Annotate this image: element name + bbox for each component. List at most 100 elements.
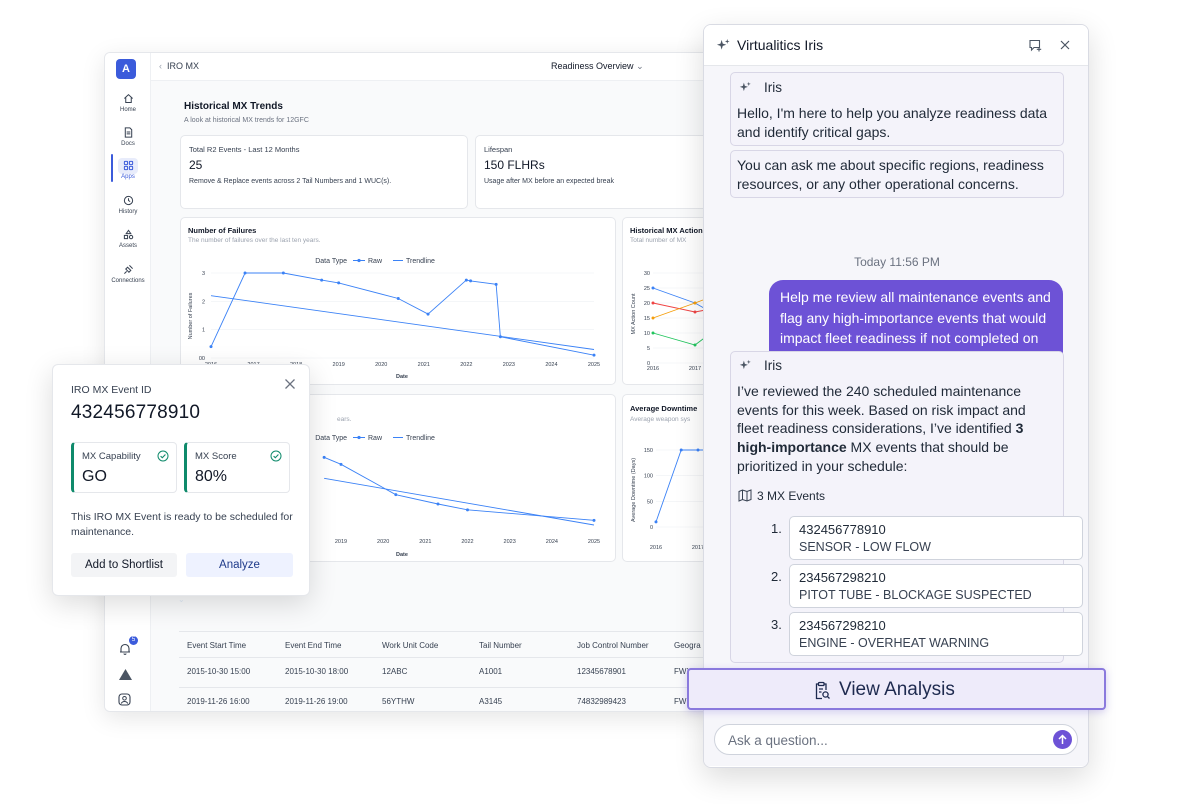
table-cell: 12ABC xyxy=(382,667,408,676)
chart-subtitle: Average weapon sys xyxy=(630,416,691,423)
message-timestamp: Today 11:56 PM xyxy=(854,255,940,269)
y-tick-label: 0 xyxy=(650,525,653,531)
sparkle-icon xyxy=(739,359,751,370)
view-analysis-button[interactable]: View Analysis xyxy=(687,668,1106,710)
mx-score-card: MX Score 80% xyxy=(184,442,290,493)
nav-history[interactable]: History xyxy=(105,193,151,215)
reply-emphasis: 3 high-importance xyxy=(737,420,1024,456)
column-header[interactable]: Event End Time xyxy=(285,641,342,650)
arrow-up-icon xyxy=(1058,734,1067,744)
nav-connections[interactable]: Connections xyxy=(105,262,151,284)
ask-input[interactable] xyxy=(728,731,1028,749)
y-tick-label: 00 xyxy=(199,356,205,362)
y-tick-label: 30 xyxy=(644,271,650,277)
popover-caret-icon: ⌄ xyxy=(178,595,185,604)
nav-home[interactable]: Home xyxy=(105,91,151,113)
alerts-button[interactable] xyxy=(118,668,133,686)
app-logo[interactable]: A xyxy=(116,59,136,79)
profile-button[interactable] xyxy=(118,693,131,711)
chart-subtitle-tail: ears. xyxy=(337,416,352,423)
section-title: Historical MX Trends xyxy=(184,101,283,112)
data-point xyxy=(281,271,285,275)
table-cell: A1001 xyxy=(479,667,503,676)
breadcrumb[interactable]: ‹ IRO MX xyxy=(159,61,199,71)
nav-apps[interactable]: Apps xyxy=(105,158,151,180)
chart-title: Historical MX Action xyxy=(630,226,703,235)
column-header[interactable]: Geogra xyxy=(674,641,701,650)
breadcrumb-label: IRO MX xyxy=(167,61,200,71)
trendline xyxy=(210,295,595,350)
x-tick-label: 2017 xyxy=(689,366,701,372)
bot-message: Iris Hello, I'm here to help you analyze… xyxy=(730,72,1064,146)
nav-assets-label: Assets xyxy=(118,243,137,249)
nav-home-label: Home xyxy=(119,107,136,113)
view-analysis-label: View Analysis xyxy=(839,679,955,700)
chevron-left-icon: ‹ xyxy=(159,61,162,71)
y-tick-label: 0 xyxy=(647,361,650,367)
x-tick-label: 2024 xyxy=(545,362,557,368)
x-tick-label: 2024 xyxy=(546,539,558,545)
event-card[interactable]: 234567298210 PITOT TUBE - BLOCKAGE SUSPE… xyxy=(789,564,1083,608)
nav-active-indicator xyxy=(111,154,113,182)
iris-title: Virtualitics Iris xyxy=(737,37,824,53)
data-point xyxy=(679,448,683,452)
column-header[interactable]: Event Start Time xyxy=(187,641,247,650)
event-description: PITOT TUBE - BLOCKAGE SUSPECTED xyxy=(799,588,1032,602)
event-card[interactable]: 234567298210 ENGINE - OVERHEAT WARNING xyxy=(789,612,1083,656)
iris-assistant-panel: Virtualitics Iris Iris Hello, I'm here t… xyxy=(703,24,1089,768)
legend-trend-label: Trendline xyxy=(406,258,435,265)
iris-chat-body: Iris Hello, I'm here to help you analyze… xyxy=(704,66,1088,766)
legend-title: Data Type xyxy=(315,258,347,265)
apps-grid-icon xyxy=(123,160,133,170)
reply-text-part: MX events that should be prioritized in … xyxy=(737,439,1009,474)
notifications-button[interactable]: 5 xyxy=(118,636,138,658)
header-divider xyxy=(179,657,723,658)
table-cell: 2019-11-26 19:00 xyxy=(285,697,348,706)
y-tick-label: 25 xyxy=(644,286,650,292)
metric-value: GO xyxy=(82,468,107,485)
legend-raw-marker xyxy=(357,258,361,263)
column-header[interactable]: Work Unit Code xyxy=(382,641,439,650)
data-point xyxy=(469,279,473,283)
event-card[interactable]: 432456778910 SENSOR - LOW FLOW xyxy=(789,516,1083,560)
event-number: 3. xyxy=(771,617,782,632)
table-cell: FW xyxy=(674,697,687,706)
events-header: 3 MX Events xyxy=(757,489,826,503)
column-header[interactable]: Job Control Number xyxy=(577,641,649,650)
event-id: 234567298210 xyxy=(799,618,886,633)
bot-name: Iris xyxy=(764,80,782,95)
triangle-icon xyxy=(119,669,132,680)
secondary-chart: Data Type Raw Trendline 2019 2020 2021 2022 202… xyxy=(315,435,600,558)
legend-raw-label: Raw xyxy=(368,258,383,265)
raw-series-line xyxy=(323,456,595,521)
user-icon xyxy=(118,693,131,706)
data-point xyxy=(654,520,658,524)
nav-docs[interactable]: Docs xyxy=(105,125,151,147)
y-tick-label: 2 xyxy=(202,299,205,305)
close-icon[interactable] xyxy=(1058,38,1072,52)
bell-icon xyxy=(120,643,130,655)
kpi-card-lifespan: Lifespan 150 FLHRs Usage after MX before… xyxy=(475,135,723,209)
bot-reply-text: I’ve reviewed the 240 scheduled maintena… xyxy=(737,382,1055,476)
close-icon[interactable] xyxy=(283,377,297,391)
view-selector[interactable]: Readiness Overview ⌄ xyxy=(551,61,644,72)
table-cell: 56YTHW xyxy=(382,697,415,706)
table-cell: 2015-10-30 18:00 xyxy=(285,667,349,676)
sparkle-icon xyxy=(739,81,751,92)
column-header[interactable]: Tail Number xyxy=(479,641,522,650)
bot-intro-text: You can ask me about specific regions, r… xyxy=(737,157,1044,192)
plug-icon xyxy=(123,264,133,274)
kpi-description: Usage after MX before an expected break xyxy=(484,178,614,185)
send-button[interactable] xyxy=(1053,730,1072,749)
add-to-shortlist-button[interactable]: Add to Shortlist xyxy=(71,553,177,577)
data-point xyxy=(396,297,400,300)
chevron-down-icon: ⌄ xyxy=(636,61,644,71)
nav-history-label: History xyxy=(118,209,138,215)
table-cell: FWXY xyxy=(674,667,698,676)
event-number: 1. xyxy=(771,521,782,536)
nav-assets[interactable]: Assets xyxy=(105,227,151,249)
analyze-button[interactable]: Analyze xyxy=(186,553,293,577)
nav-connections-label: Connections xyxy=(111,278,145,284)
event-id-value: 432456778910 xyxy=(71,402,201,423)
new-chat-icon[interactable] xyxy=(1028,38,1043,53)
